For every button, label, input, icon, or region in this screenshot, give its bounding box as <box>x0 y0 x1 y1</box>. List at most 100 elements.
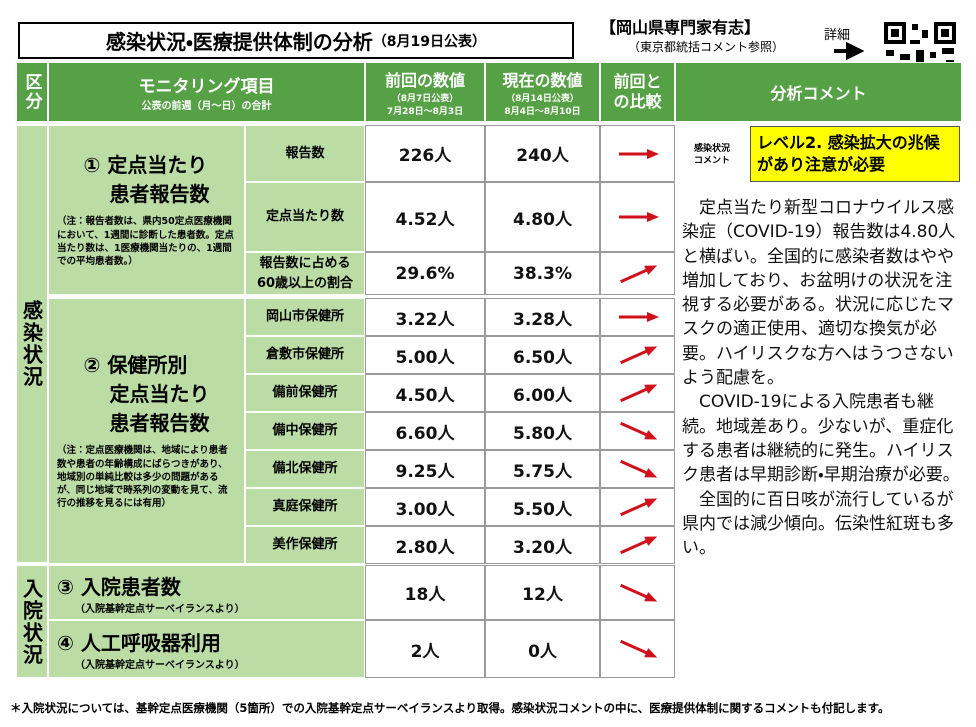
value-prev: 226人 <box>398 146 452 166</box>
row-label-text: 倉敷市保健所 <box>265 347 344 363</box>
title: 感染状況・医療提供体制の分析 <box>105 30 373 54</box>
header-range: 8月4日～8月10日 <box>504 107 581 117</box>
header-text: 前回の数値 <box>384 71 465 90</box>
category-label: 感染状況 <box>19 300 44 388</box>
compare-cell <box>600 620 675 678</box>
row-label-text: 報告数 <box>285 145 325 161</box>
value-cell: 3.20人 <box>485 526 600 564</box>
header-text: モニタリング項目 <box>138 77 275 97</box>
header-note: 公表の前週（月～日）の合計 <box>141 101 272 112</box>
group-title: ③ 入院患者数 <box>57 574 181 599</box>
value-cell: 29.6% <box>365 252 485 295</box>
row-label-text: 美作保健所 <box>272 537 338 553</box>
note: （東京都統括コメント参照） <box>628 40 785 54</box>
value-cell: 12人 <box>485 565 600 620</box>
row-label-text: 真庭保健所 <box>272 499 338 515</box>
row-label: 備前保健所 <box>245 374 365 412</box>
value-cell: 226人 <box>365 125 485 182</box>
header-comment: 分析コメント <box>675 62 962 122</box>
value-curr: 3.28人 <box>513 309 572 330</box>
header-date: （8月14日公表） <box>506 94 579 104</box>
value-cell: 3.22人 <box>365 298 485 336</box>
arrow-icon <box>834 42 864 60</box>
row-label: 美作保健所 <box>245 526 365 564</box>
header-category: 区分 <box>16 62 48 122</box>
header-compare: 前回との比較 <box>600 62 675 122</box>
compare-cell <box>600 252 675 295</box>
group-title: ① 定点当たり 患者報告数 <box>84 151 210 209</box>
detail[interactable]: 詳細 <box>824 28 851 43</box>
value-cell: 0人 <box>485 620 600 678</box>
row-label: 岡山市保健所 <box>245 298 365 336</box>
compare-cell <box>600 565 675 620</box>
group: ④ 人工呼吸器利用 （入院基幹定点サーベイランスより） <box>48 620 365 678</box>
value-curr: 5.80人 <box>513 423 572 444</box>
value-cell: 2.80人 <box>365 526 485 564</box>
compare-cell <box>600 488 675 526</box>
header-text: 分析コメント <box>770 84 867 103</box>
value-cell: 6.50人 <box>485 336 600 374</box>
header-date: （8月7日公表） <box>391 94 459 104</box>
trend-arrow <box>619 498 657 517</box>
value-prev: 5.00人 <box>395 347 455 368</box>
row-label: 定点当たり数 <box>245 182 365 252</box>
comment-label-text: 感染状況コメント <box>693 144 730 166</box>
value-cell: 6.00人 <box>485 374 600 412</box>
row-label-text: 報告数に占める60歳以上の割合 <box>256 256 354 291</box>
value-curr: 5.75人 <box>513 461 572 482</box>
comment-paragraph: 定点当たり新型コロナウイルス感染症（COVID-19）報告数は4.80人と横ばい… <box>682 198 956 389</box>
header-text: 前回との比較 <box>613 72 662 111</box>
category: 入院状況 <box>16 565 48 678</box>
value-curr: 12人 <box>522 585 563 605</box>
compare-cell <box>600 374 675 412</box>
value-prev: 4.50人 <box>395 385 455 406</box>
group-title: ④ 人工呼吸器利用 <box>57 631 221 655</box>
value-prev: 9.25人 <box>395 461 455 482</box>
trend-arrow <box>618 212 659 222</box>
group-note: （注：定点医療機関は、地域により患者数や患者の年齢構成にばらつきがあり、地域別の… <box>57 445 228 510</box>
value-cell: 4.52人 <box>365 182 485 252</box>
value-cell: 5.50人 <box>485 488 600 526</box>
group-title-line: 患者報告数 <box>109 182 210 207</box>
value-cell: 5.80人 <box>485 412 600 450</box>
group-note: （入院基幹定点サーベイランスより） <box>75 660 245 671</box>
trend-arrow <box>619 264 657 283</box>
row-label: 倉敷市保健所 <box>245 336 365 374</box>
value-curr: 38.3% <box>513 263 572 284</box>
header-curr: 現在の数値 （8月14日公表） 8月4日～8月10日 <box>485 62 600 122</box>
compare-cell <box>600 182 675 252</box>
trend-arrow <box>619 459 657 478</box>
value-cell: 18人 <box>365 565 485 620</box>
group: ③ 入院患者数 （入院基幹定点サーベイランスより） <box>48 565 365 620</box>
value-prev: 6.60人 <box>395 423 455 444</box>
trend-arrow <box>619 639 657 658</box>
header-text: 現在の数値 <box>502 71 583 90</box>
header-item: モニタリング項目公表の前週（月～日）の合計 <box>48 62 365 122</box>
value-cell: 5.00人 <box>365 336 485 374</box>
value-curr: 5.50人 <box>513 499 572 520</box>
value-cell: 2人 <box>365 620 485 678</box>
value-cell: 6.60人 <box>365 412 485 450</box>
value-prev: 2人 <box>410 641 440 662</box>
group-title-line: ② 保健所別 <box>83 353 188 378</box>
category: 感染状況 <box>16 125 48 563</box>
trend-arrow <box>619 384 657 403</box>
value-prev: 2.80人 <box>395 537 455 558</box>
value-curr: 6.50人 <box>513 347 572 368</box>
value-cell: 3.00人 <box>365 488 485 526</box>
level-box: レベル2. 感染拡大の兆候があり注意が必要 <box>750 126 960 182</box>
value-curr: 240人 <box>516 146 569 166</box>
trend-arrow <box>619 346 657 365</box>
trend-arrow <box>618 148 659 159</box>
level-text: レベル2. 感染拡大の兆候があり注意が必要 <box>757 132 940 174</box>
row-label-text: 備北保健所 <box>272 461 338 477</box>
value-cell: 240人 <box>485 125 600 182</box>
category-label: 入院状況 <box>19 577 44 666</box>
row-label: 報告数に占める60歳以上の割合 <box>245 252 365 295</box>
footer: ＊入院状況については、基幹定点医療機関（5箇所）での入院基幹定点サーベイランスよ… <box>10 701 890 715</box>
row-label-text: 岡山市保健所 <box>265 309 344 325</box>
value-prev: 18人 <box>404 585 446 605</box>
value-cell: 3.28人 <box>485 298 600 336</box>
value-prev: 3.00人 <box>395 499 455 520</box>
header-range: 7月28日～8月3日 <box>386 107 464 117</box>
